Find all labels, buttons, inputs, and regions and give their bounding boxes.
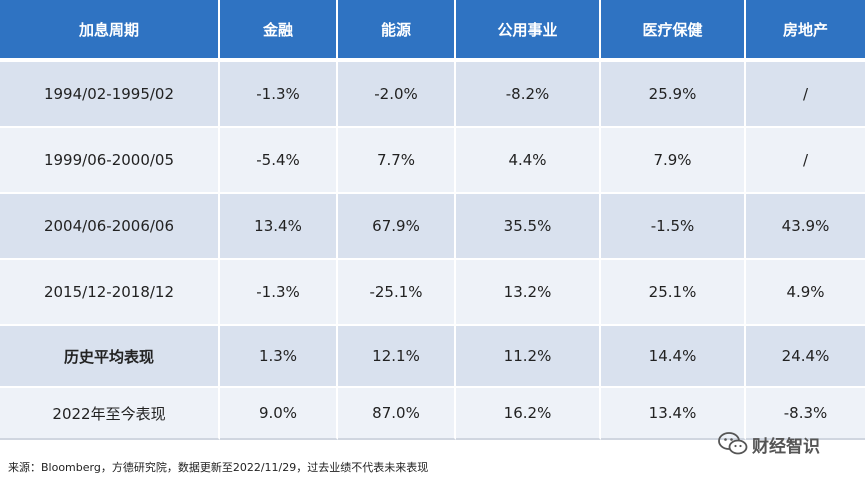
value-cell: 4.4% — [456, 128, 601, 194]
average-row: 历史平均表现 1.3% 12.1% 11.2% 14.4% 24.4% — [0, 326, 865, 388]
value-cell: 25.1% — [601, 260, 746, 326]
value-cell: -2.0% — [338, 62, 456, 128]
ytd-row: 2022年至今表现 9.0% 87.0% 16.2% 13.4% -8.3% — [0, 388, 865, 440]
value-cell: 9.0% — [220, 388, 338, 440]
value-cell: 35.5% — [456, 194, 601, 260]
table-row: 1999/06-2000/05 -5.4% 7.7% 4.4% 7.9% / — [0, 128, 865, 194]
value-cell: 43.9% — [746, 194, 865, 260]
value-cell: 11.2% — [456, 326, 601, 388]
header-row: 加息周期 金融 能源 公用事业 医疗保健 房地产 — [0, 0, 865, 62]
value-cell: 13.4% — [220, 194, 338, 260]
period-cell: 2004/06-2006/06 — [0, 194, 220, 260]
value-cell: 7.7% — [338, 128, 456, 194]
value-cell: 87.0% — [338, 388, 456, 440]
source-note: 来源：Bloomberg，方德研究院，数据更新至2022/11/29，过去业绩不… — [8, 461, 429, 474]
value-cell: 12.1% — [338, 326, 456, 388]
header-real-estate: 房地产 — [746, 0, 865, 62]
header-healthcare: 医疗保健 — [601, 0, 746, 62]
value-cell: 14.4% — [601, 326, 746, 388]
value-cell: -1.3% — [220, 260, 338, 326]
period-cell: 1994/02-1995/02 — [0, 62, 220, 128]
header-utilities: 公用事业 — [456, 0, 601, 62]
period-cell: 历史平均表现 — [0, 326, 220, 388]
header-energy: 能源 — [338, 0, 456, 62]
table-row: 1994/02-1995/02 -1.3% -2.0% -8.2% 25.9% … — [0, 62, 865, 128]
value-cell: 1.3% — [220, 326, 338, 388]
returns-table: 加息周期 金融 能源 公用事业 医疗保健 房地产 1994/02-1995/02… — [0, 0, 865, 440]
value-cell: 24.4% — [746, 326, 865, 388]
value-cell: 25.9% — [601, 62, 746, 128]
value-cell: 13.2% — [456, 260, 601, 326]
value-cell: 7.9% — [601, 128, 746, 194]
header-period: 加息周期 — [0, 0, 220, 62]
value-cell: -5.4% — [220, 128, 338, 194]
watermark: 财经智识 — [718, 429, 820, 459]
value-cell: -25.1% — [338, 260, 456, 326]
value-cell: -1.5% — [601, 194, 746, 260]
value-cell: 4.9% — [746, 260, 865, 326]
value-cell: -8.2% — [456, 62, 601, 128]
period-cell: 1999/06-2000/05 — [0, 128, 220, 194]
period-cell: 2015/12-2018/12 — [0, 260, 220, 326]
value-cell: / — [746, 128, 865, 194]
table-row: 2015/12-2018/12 -1.3% -25.1% 13.2% 25.1%… — [0, 260, 865, 326]
value-cell: -8.3% — [746, 388, 865, 440]
table-row: 2004/06-2006/06 13.4% 67.9% 35.5% -1.5% … — [0, 194, 865, 260]
value-cell: -1.3% — [220, 62, 338, 128]
period-cell: 2022年至今表现 — [0, 388, 220, 440]
value-cell: 16.2% — [456, 388, 601, 440]
value-cell: 13.4% — [601, 388, 746, 440]
value-cell: / — [746, 62, 865, 128]
wechat-icon — [718, 432, 748, 455]
value-cell: 67.9% — [338, 194, 456, 260]
watermark-text: 财经智识 — [752, 436, 820, 457]
header-financials: 金融 — [220, 0, 338, 62]
